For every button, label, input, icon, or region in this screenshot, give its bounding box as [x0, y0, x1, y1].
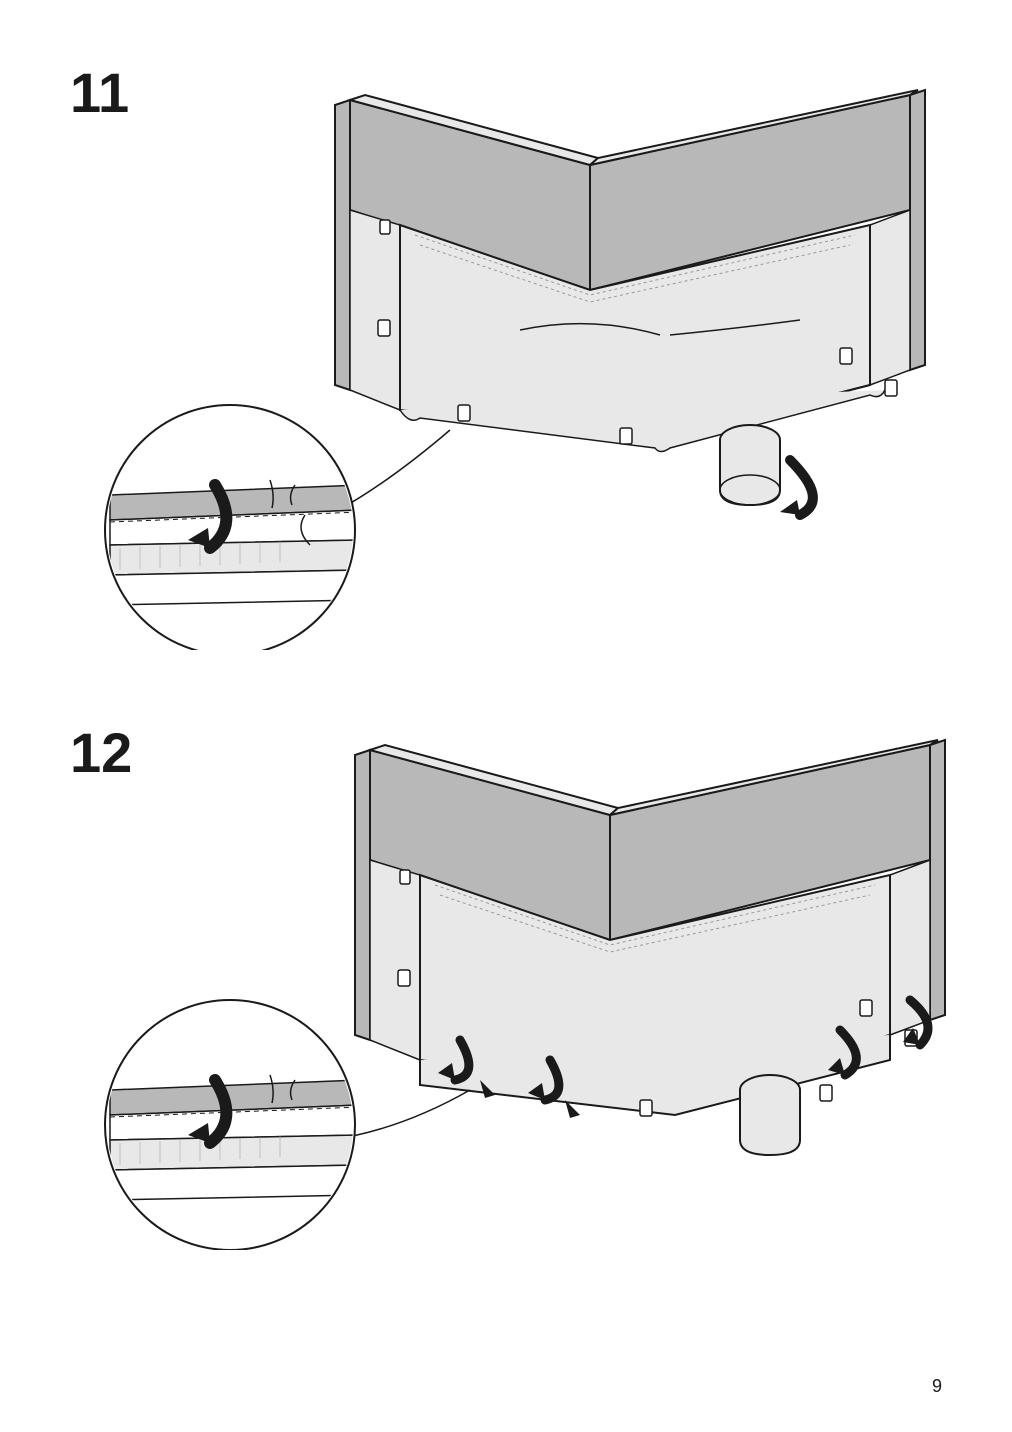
- page-number: 9: [932, 1376, 942, 1397]
- assembly-diagram-step-11: [100, 70, 970, 650]
- assembly-diagram-step-12: [100, 720, 970, 1250]
